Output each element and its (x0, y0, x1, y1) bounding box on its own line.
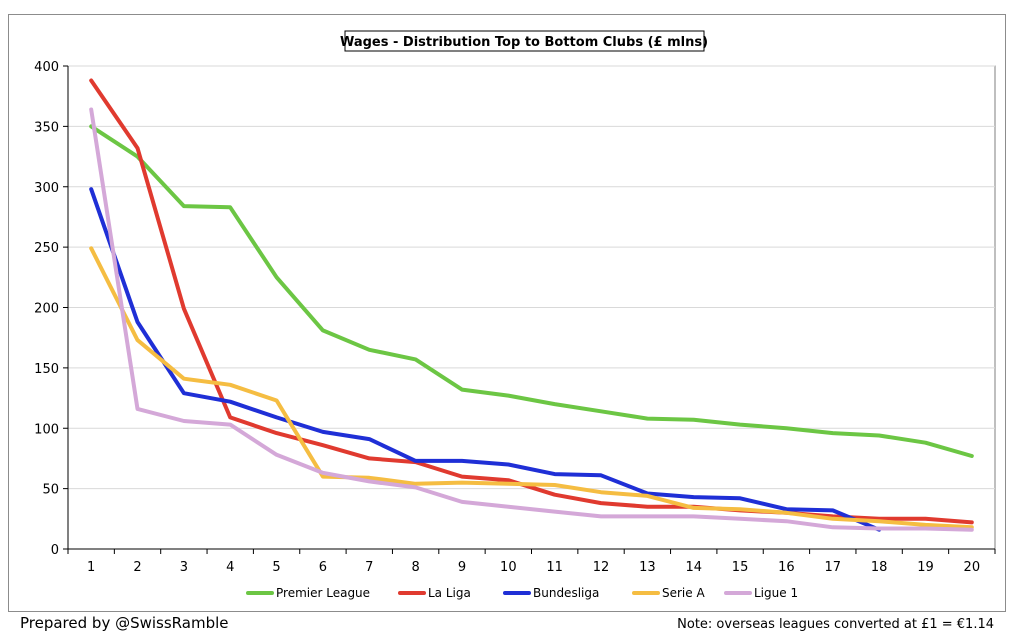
x-tick-label: 8 (411, 560, 419, 575)
series-line-ligue-1 (89, 107, 974, 532)
grid-lines (67, 65, 996, 550)
x-tick-label: 3 (180, 560, 188, 575)
chart-frame: Wages - Distribution Top to Bottom Clubs… (8, 14, 1006, 612)
legend-item-serie-a: Serie A (632, 586, 705, 600)
x-tick-label: 17 (825, 560, 842, 575)
x-tick-label: 10 (500, 560, 517, 575)
series-lines (89, 78, 974, 532)
x-tick-label: 19 (917, 560, 934, 575)
y-tick-label: 50 (42, 483, 59, 498)
wages-line-chart: Wages - Distribution Top to Bottom Clubs… (34, 30, 996, 600)
series-line-serie-a (89, 246, 974, 530)
x-tick-label: 11 (546, 560, 563, 575)
legend: Premier League La Liga Bundesliga Serie A Li… (246, 586, 798, 600)
x-tick-label: 14 (685, 560, 702, 575)
y-tick-label: 100 (34, 422, 59, 437)
y-tick-label: 200 (34, 302, 59, 317)
legend-item-la-liga: La Liga (398, 586, 471, 600)
x-tick-label: 12 (593, 560, 610, 575)
x-tick-label: 20 (964, 560, 981, 575)
x-tick-label: 15 (732, 560, 749, 575)
x-tick-label: 4 (226, 560, 234, 575)
legend-label: Premier League (276, 586, 370, 600)
prepared-by-credit: Prepared by @SwissRamble (20, 614, 229, 632)
y-tick-label: 0 (51, 543, 59, 558)
x-tick-label: 13 (639, 560, 656, 575)
y-tick-label: 400 (34, 60, 59, 75)
x-tick-label: 2 (133, 560, 141, 575)
y-tick-label: 300 (34, 181, 59, 196)
y-tick-label: 350 (34, 120, 59, 135)
legend-label: Ligue 1 (754, 586, 798, 600)
x-tick-label: 6 (319, 560, 327, 575)
series-line-la-liga (89, 78, 974, 525)
x-tick-label: 1 (87, 560, 95, 575)
legend-label: Serie A (662, 586, 705, 600)
x-tick-label: 18 (871, 560, 888, 575)
y-tick-label: 150 (34, 362, 59, 377)
legend-item-premier-league: Premier League (246, 586, 370, 600)
chart-title: Wages - Distribution Top to Bottom Clubs… (340, 35, 708, 50)
series-line-premier-league (89, 124, 974, 458)
x-tick-label: 9 (458, 560, 466, 575)
x-tick-label: 5 (272, 560, 280, 575)
currency-note: Note: overseas leagues converted at £1 =… (677, 617, 994, 632)
legend-label: Bundesliga (533, 586, 599, 600)
legend-item-ligue-1: Ligue 1 (724, 586, 798, 600)
chart-title-box: Wages - Distribution Top to Bottom Clubs… (340, 30, 708, 52)
series-line-bundesliga (89, 187, 882, 532)
y-tick-label: 250 (34, 241, 59, 256)
legend-label: La Liga (428, 586, 471, 600)
legend-item-bundesliga: Bundesliga (503, 586, 599, 600)
x-tick-label: 7 (365, 560, 373, 575)
x-tick-label: 16 (778, 560, 795, 575)
